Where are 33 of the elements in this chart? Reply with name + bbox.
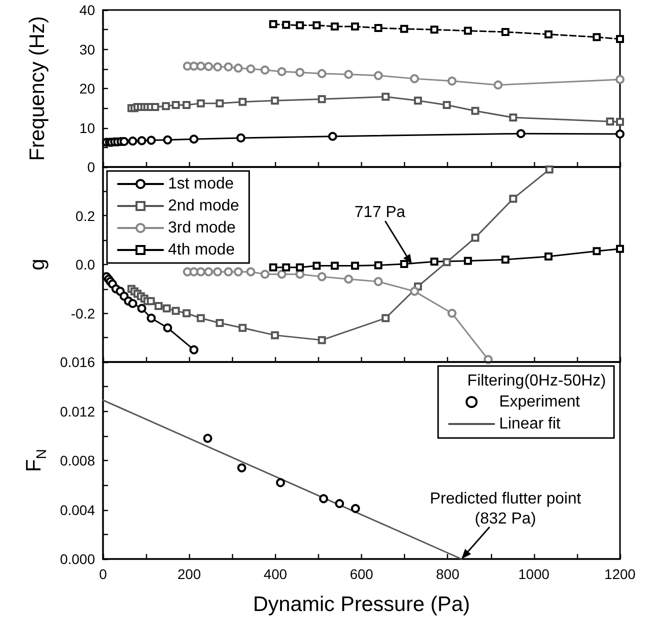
y-tick-label: 0.2 — [76, 208, 96, 224]
y-tick-label: 0.000 — [60, 551, 96, 567]
x-tick-label: 1200 — [604, 566, 636, 582]
x-tick-label: 1000 — [518, 566, 550, 582]
legend-label: 2nd mode — [168, 198, 240, 214]
y-axis-title: Frequency (Hz) — [26, 16, 49, 161]
x-tick-label: 200 — [177, 566, 202, 582]
y-tick-label: 0.016 — [60, 354, 96, 370]
legend-label: 1st mode — [168, 176, 234, 192]
y-axis-title: FN — [22, 449, 49, 472]
x-tick-label: 0 — [99, 566, 108, 582]
legend-title: Filtering(0Hz-50Hz) — [467, 372, 606, 390]
legend-label: Linear fit — [499, 416, 561, 432]
x-tick-label: 600 — [350, 566, 374, 582]
y-axis-title: g — [26, 258, 49, 270]
y-tick-label: 0.012 — [60, 403, 96, 420]
legend-label: 4th mode — [168, 242, 235, 258]
y-tick-label: 40 — [79, 2, 96, 18]
x-tick-label: 800 — [436, 566, 460, 582]
y-tick-label: 10 — [79, 120, 96, 136]
annotation: Predicted flutter point (832 Pa) — [430, 490, 582, 528]
x-axis-title: Dynamic Pressure (Pa) — [252, 593, 470, 616]
y-tick-label: -0.2 — [70, 305, 96, 322]
legend-label: Experiment — [499, 394, 581, 410]
annotation: 717 Pa — [354, 204, 406, 221]
y-tick-label: 0 — [87, 159, 96, 175]
x-tick-label: 400 — [264, 566, 288, 582]
y-tick-label: 0.008 — [60, 452, 96, 468]
legend-label: 3rd mode — [168, 220, 236, 236]
y-tick-label: 20 — [79, 80, 96, 96]
y-tick-label: 30 — [79, 41, 96, 58]
y-tick-label: 0.004 — [60, 502, 96, 518]
y-tick-label: 0.0 — [76, 256, 96, 272]
